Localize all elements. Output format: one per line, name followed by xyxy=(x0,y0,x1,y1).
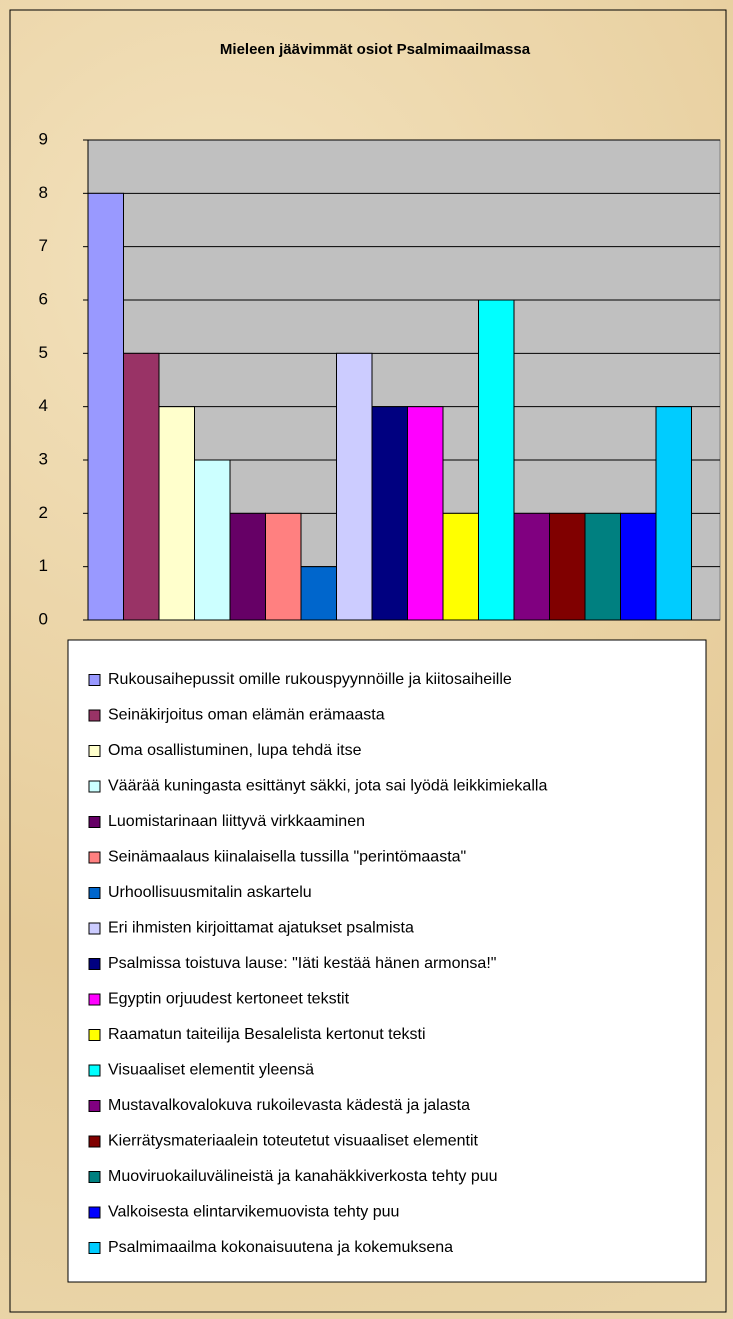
legend-label: Rukousaihepussit omille rukouspyynnöille… xyxy=(108,671,512,688)
legend-label: Psalmissa toistuva lause: "Iäti kestää h… xyxy=(108,955,496,972)
bar xyxy=(371,406,408,621)
legend-label: Visuaaliset elementit yleensä xyxy=(108,1062,314,1079)
bar xyxy=(336,352,373,621)
bar xyxy=(513,512,550,621)
y-tick-label: 6 xyxy=(39,289,48,308)
legend-label: Oma osallistuminen, lupa tehdä itse xyxy=(108,742,362,759)
chart-border xyxy=(9,9,727,1313)
legend-label: Urhoollisuusmitalin askartelu xyxy=(108,884,312,901)
bar xyxy=(407,406,444,621)
y-tick-label: 8 xyxy=(39,183,48,202)
y-tick-label: 9 xyxy=(39,129,48,148)
y-tick-label: 1 xyxy=(39,556,48,575)
legend-swatch xyxy=(88,1100,101,1112)
bar xyxy=(442,512,479,621)
legend-label: Seinäkirjoitus oman elämän erämaasta xyxy=(108,707,385,724)
bar xyxy=(158,406,195,621)
legend-swatch xyxy=(88,922,101,935)
legend-label: Mustavalkovalokuva rukoilevasta kädestä … xyxy=(108,1097,470,1114)
legend-label: Psalmimaailma kokonaisuutena ja kokemuks… xyxy=(108,1239,453,1256)
legend-swatch xyxy=(88,1206,101,1219)
legend-swatch xyxy=(88,709,101,722)
bar xyxy=(620,512,657,621)
legend-swatch xyxy=(88,1171,101,1183)
legend-label: Eri ihmisten kirjoittamat ajatukset psal… xyxy=(108,920,414,937)
legend-label: Egyptin orjuudest kertoneet tekstit xyxy=(108,991,350,1008)
legend-label: Muoviruokailuvälineistä ja kanahäkkiverk… xyxy=(108,1168,498,1185)
legend-label: Seinämaalaus kiinalaisella tussilla "per… xyxy=(108,849,466,866)
legend-swatch xyxy=(88,993,101,1006)
y-tick-label: 2 xyxy=(39,503,48,522)
legend-label: Valkoisesta elintarvikemuovista tehty pu… xyxy=(108,1204,399,1221)
y-tick-label: 0 xyxy=(39,609,48,628)
bar xyxy=(123,352,160,621)
legend-label: Luomistarinaan liittyvä virkkaaminen xyxy=(108,813,365,830)
legend-swatch xyxy=(88,1064,101,1077)
legend-swatch xyxy=(88,816,101,828)
bar xyxy=(300,566,337,621)
legend-swatch xyxy=(88,674,101,686)
bar xyxy=(478,299,515,621)
chart-title: Mieleen jäävimmät osiot Psalmimaailmassa xyxy=(220,41,531,58)
bar xyxy=(549,512,586,621)
legend-label: Raamatun taiteilija Besalelista kertonut… xyxy=(108,1026,426,1043)
bar xyxy=(194,459,231,621)
bar xyxy=(655,406,692,621)
bar xyxy=(584,512,621,621)
legend-swatch xyxy=(88,780,101,793)
legend-swatch xyxy=(88,958,101,970)
bar xyxy=(265,512,302,621)
y-tick-label: 5 xyxy=(39,343,48,362)
legend-swatch xyxy=(88,851,101,864)
y-tick-label: 3 xyxy=(39,449,48,468)
legend-swatch xyxy=(88,1135,101,1148)
legend-swatch xyxy=(88,745,101,757)
legend-label: Kierrätysmateriaalein toteutetut visuaal… xyxy=(108,1133,479,1150)
legend-swatch xyxy=(88,1029,101,1041)
legend xyxy=(67,639,707,1283)
bar xyxy=(87,192,124,621)
y-tick-label: 4 xyxy=(39,396,48,415)
bar xyxy=(229,512,266,621)
y-tick-label: 7 xyxy=(39,236,48,255)
legend-swatch xyxy=(88,887,101,899)
legend-swatch xyxy=(88,1242,101,1254)
legend-label: Väärää kuningasta esittänyt säkki, jota … xyxy=(108,778,547,795)
